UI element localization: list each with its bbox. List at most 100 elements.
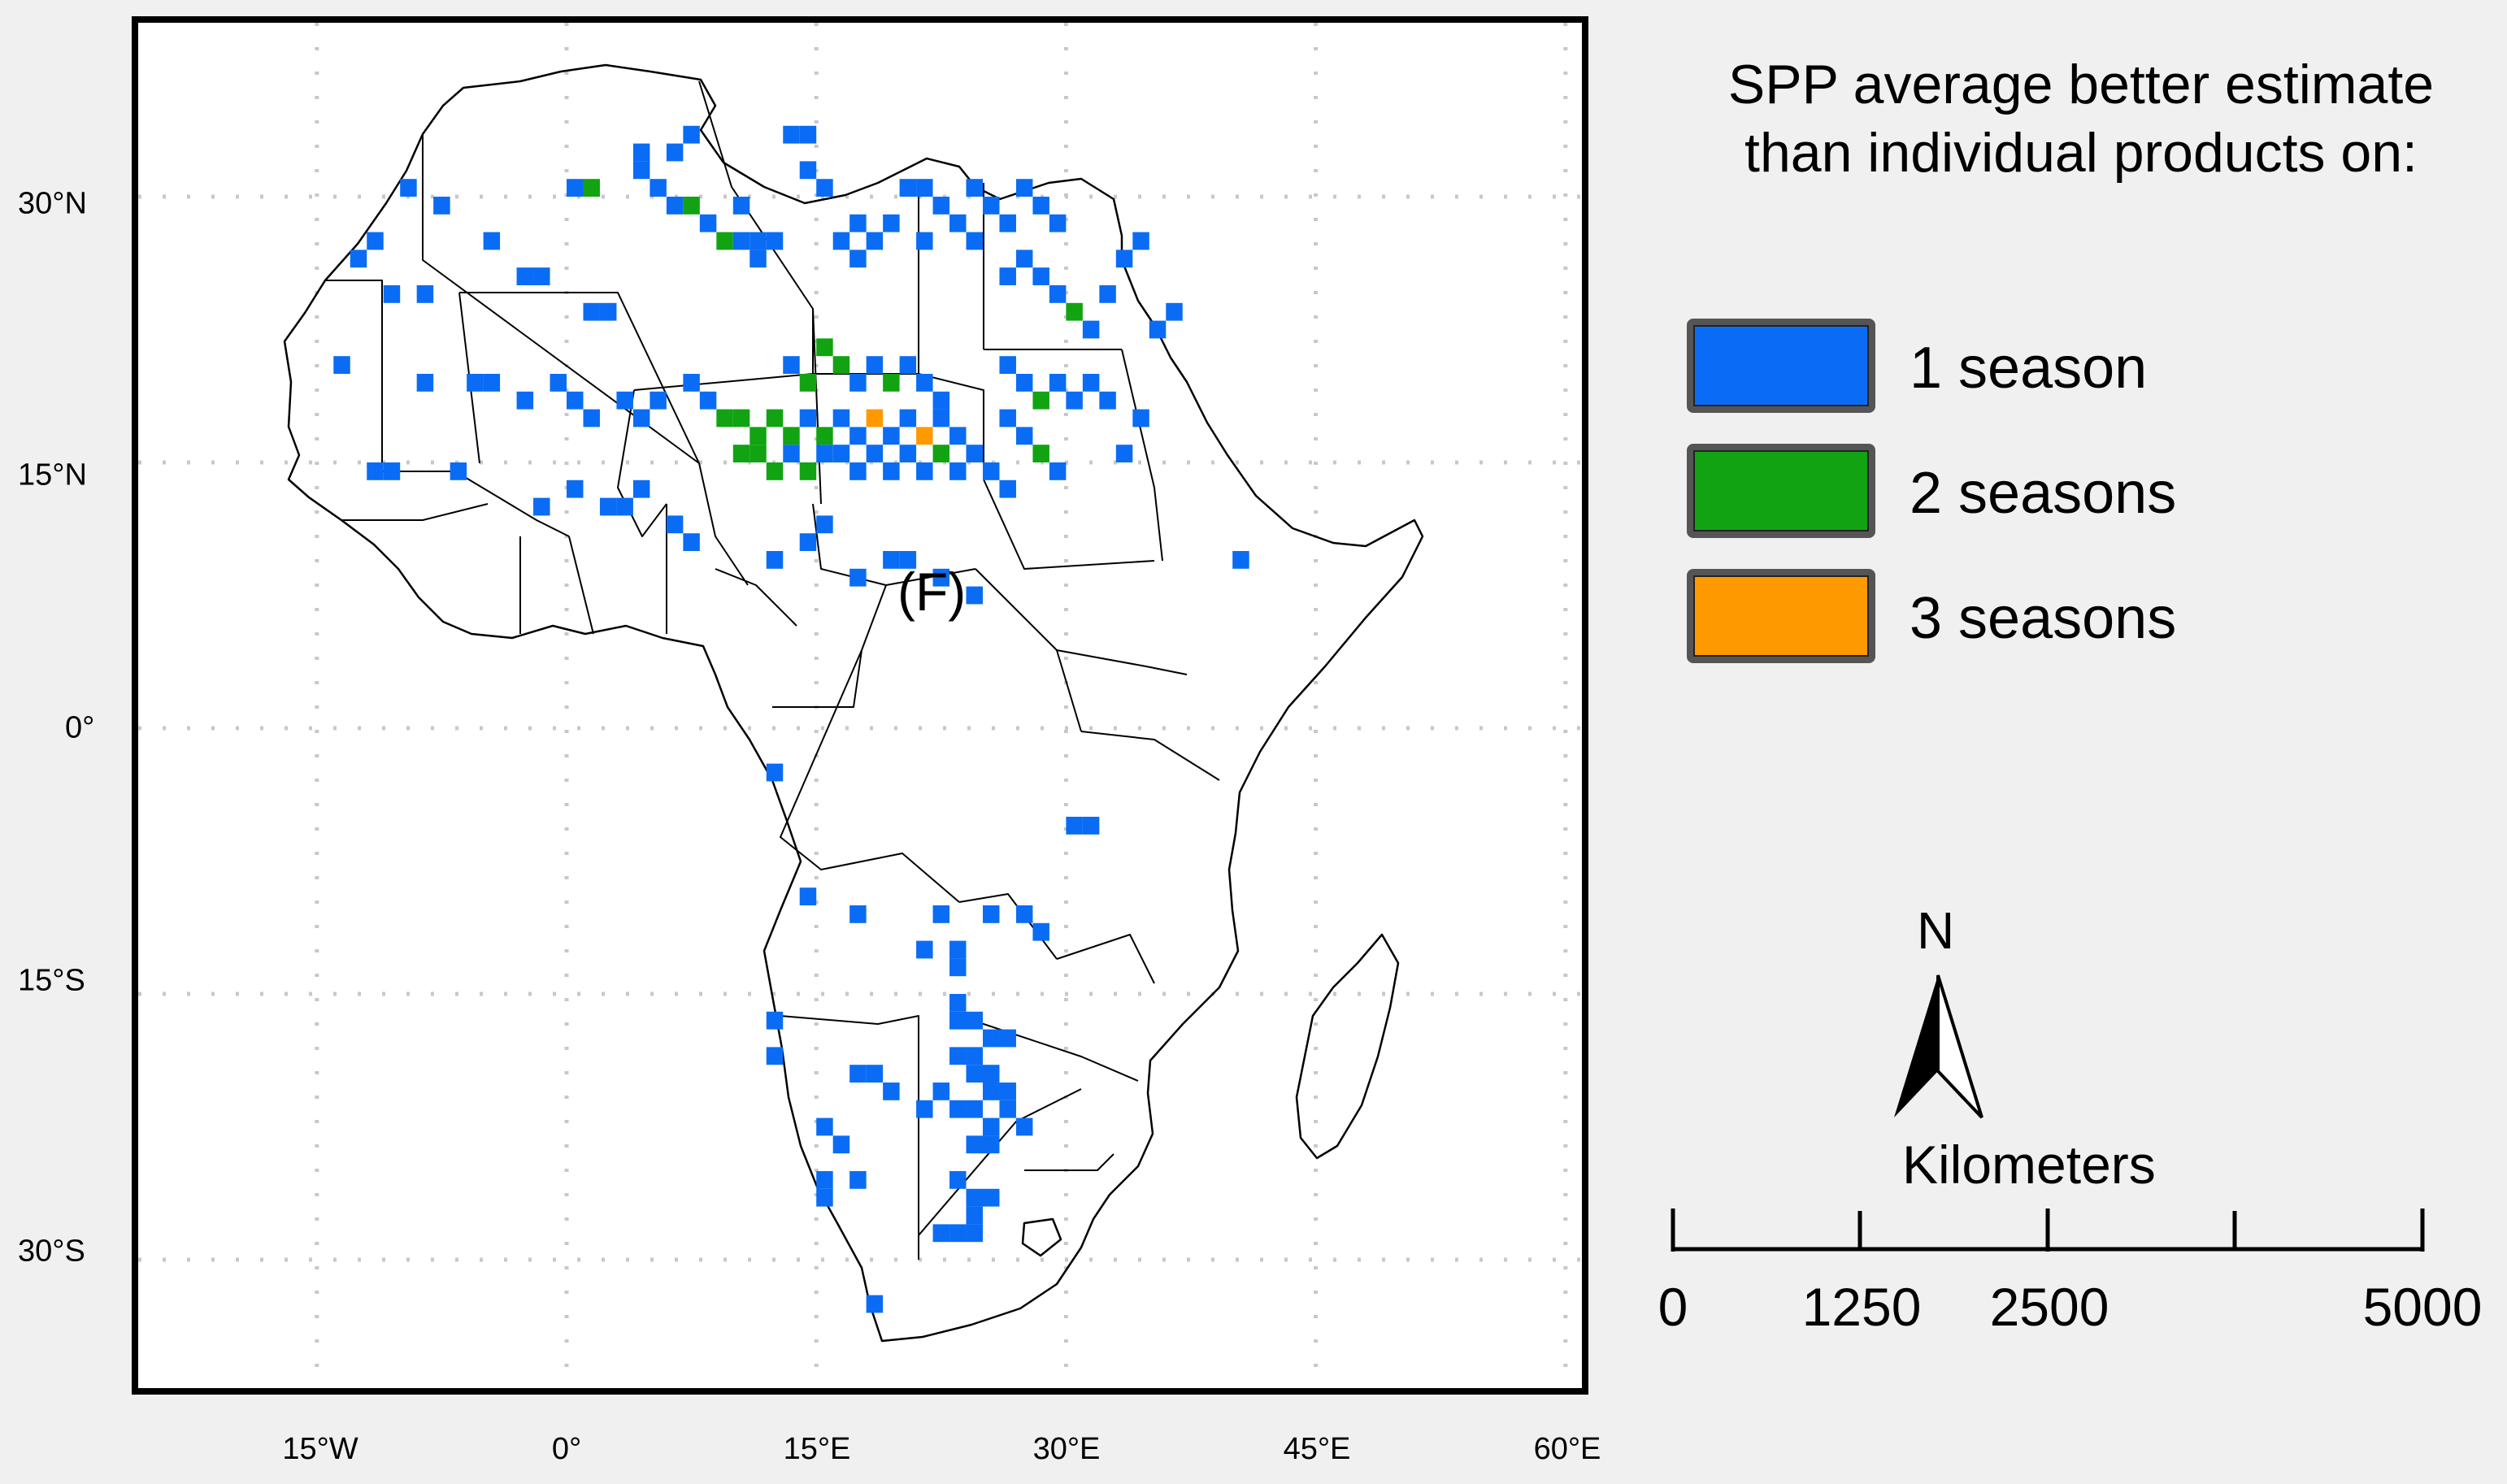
grid-cell-1-season: [849, 250, 867, 268]
grid-cell-1-season: [866, 232, 884, 250]
grid-cell-1-season: [799, 887, 817, 905]
grid-cell-1-season: [966, 1224, 983, 1243]
grid-cell-2-season: [749, 445, 767, 462]
legend-swatch-3-seasons: [1687, 569, 1875, 663]
grid-cell-1-season: [650, 179, 667, 197]
scale-label-1250: 1250: [1801, 1277, 1922, 1337]
grid-cell-1-season: [1132, 409, 1149, 427]
grid-cell-1-season: [849, 568, 867, 587]
legend-title: SPP average better estimate than individ…: [1675, 50, 2487, 187]
grid-cell-1-season: [849, 1171, 867, 1189]
grid-cell-1-season: [849, 214, 867, 232]
grid-cell-1-season: [916, 374, 933, 392]
grid-cell-1-season: [849, 462, 867, 480]
grid-cell-1-season: [966, 1100, 983, 1118]
grid-cell-1-season: [749, 250, 767, 268]
grid-cell-1-season: [766, 551, 784, 569]
grid-cell-1-season: [1115, 250, 1133, 268]
grid-cell-1-season: [999, 409, 1016, 427]
grid-cell-1-season: [949, 1100, 967, 1118]
grid-cell-1-season: [583, 302, 600, 321]
lon-label-30e: 30°E: [1032, 1432, 1101, 1466]
grid-cell-1-season: [999, 1083, 1016, 1100]
grid-cell-1-season: [949, 462, 967, 480]
grid-cell-1-season: [799, 161, 817, 180]
grid-cell-1-season: [899, 179, 917, 197]
grid-cell-1-season: [333, 356, 350, 374]
grid-cell-1-season: [983, 1029, 1000, 1048]
grid-cell-1-season: [816, 1188, 833, 1207]
grid-cell-1-season: [966, 1011, 983, 1030]
legend-swatch-2-seasons: [1687, 444, 1875, 538]
grid-cell-1-season: [949, 1011, 967, 1030]
grid-cell-1-season: [883, 427, 900, 445]
panel-label: (F): [897, 562, 967, 622]
grid-cell-1-season: [932, 391, 950, 410]
lat-label-15s: 15°S: [18, 963, 85, 998]
grid-cell-1-season: [450, 462, 467, 480]
grid-cell-1-season: [883, 551, 900, 569]
grid-cell-2-season: [799, 374, 817, 392]
grid-cell-1-season: [816, 445, 833, 462]
grid-cell-1-season: [567, 179, 584, 197]
grid-cell-1-season: [683, 374, 700, 392]
grid-cell-2-season: [683, 197, 700, 215]
grid-cell-1-season: [567, 479, 584, 498]
scale-label-2500: 2500: [1989, 1277, 2109, 1337]
grid-cell-1-season: [567, 391, 584, 410]
grid-cell-1-season: [999, 479, 1016, 498]
grid-cell-1-season: [932, 568, 950, 587]
grid-cell-1-season: [383, 462, 401, 480]
grid-cell-1-season: [666, 143, 684, 162]
lon-label-15e: 15°E: [783, 1432, 851, 1466]
grid-cell-1-season: [616, 497, 633, 516]
grid-cell-1-season: [1032, 922, 1049, 941]
grid-cell-1-season: [999, 1100, 1016, 1118]
grid-cell-1-season: [999, 267, 1016, 285]
grid-cell-1-season: [983, 1135, 1000, 1154]
legend-swatch-1-season: [1687, 319, 1875, 413]
grid-cell-1-season: [866, 1295, 884, 1313]
lat-label-15n: 15°N: [18, 458, 87, 492]
grid-cell-1-season: [732, 197, 750, 215]
lon-label-60e: 60°E: [1533, 1432, 1601, 1466]
scale-bar: [1671, 1208, 2425, 1252]
grid-cell-1-season: [383, 285, 401, 303]
legend-label-2-seasons: 2 seasons: [1910, 461, 2177, 526]
grid-cell-1-season: [1066, 817, 1083, 835]
grid-cell-1-season: [983, 1083, 1000, 1100]
madagascar-outline: [1295, 933, 1400, 1160]
lat-label-30n: 30°N: [18, 186, 87, 221]
grid-cell-1-season: [367, 462, 384, 480]
grid-cell-2-season: [1066, 302, 1083, 321]
grid-cell-2-season: [1032, 445, 1049, 462]
grid-cell-1-season: [1099, 285, 1116, 303]
cells-layer: [333, 125, 1249, 1313]
grid-cell-1-season: [1015, 250, 1033, 268]
grid-cell-1-season: [949, 427, 967, 445]
grid-cell-1-season: [367, 232, 384, 250]
grid-cell-1-season: [416, 285, 434, 303]
grid-cell-1-season: [1015, 427, 1033, 445]
grid-cell-1-season: [1115, 445, 1133, 462]
grid-cell-1-season: [350, 250, 367, 268]
grid-cell-1-season: [966, 1135, 983, 1154]
grid-cell-1-season: [799, 533, 817, 551]
grid-cell-1-season: [1132, 232, 1149, 250]
lon-label-0: 0°: [551, 1432, 582, 1466]
grid-cell-2-season: [732, 409, 750, 427]
grid-cell-1-season: [632, 143, 650, 162]
grid-cell-1-season: [766, 1011, 784, 1030]
grid-cell-1-season: [583, 409, 600, 427]
grid-cell-2-season: [783, 427, 800, 445]
grid-cell-2-season: [583, 179, 600, 197]
grid-cell-1-season: [999, 356, 1016, 374]
grid-cell-1-season: [883, 1083, 900, 1100]
grid-cell-3-season: [916, 427, 933, 445]
grid-cell-1-season: [1015, 905, 1033, 923]
grid-cell-1-season: [966, 586, 983, 605]
grid-cell-1-season: [949, 994, 967, 1012]
grid-cell-1-season: [999, 1029, 1016, 1048]
scale-label-5000: 5000: [2362, 1277, 2483, 1337]
grid-cell-1-season: [949, 1224, 967, 1243]
